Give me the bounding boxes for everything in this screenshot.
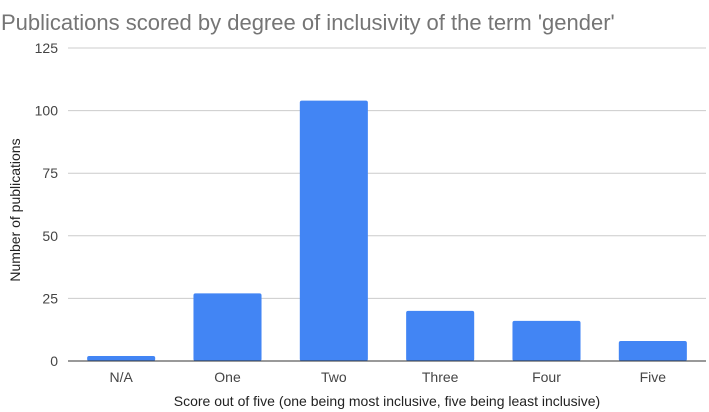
y-tick-label: 25	[42, 290, 58, 306]
y-axis-title: Number of publications	[7, 138, 23, 281]
y-tick-label: 50	[42, 228, 58, 244]
x-tick-label: One	[214, 369, 241, 385]
x-tick-label: Three	[422, 369, 459, 385]
x-tick-label: Two	[321, 369, 347, 385]
bar-two	[299, 100, 368, 362]
bar-four	[512, 320, 581, 361]
bar-five	[618, 340, 687, 361]
bar-one	[193, 293, 262, 361]
x-tick-label: Five	[640, 369, 667, 385]
x-tick-label: N/A	[109, 369, 133, 385]
y-tick-label: 100	[35, 103, 59, 119]
bar-three	[406, 310, 475, 361]
y-tick-label: 125	[35, 40, 59, 56]
y-tick-label: 0	[50, 353, 58, 369]
gridlines	[68, 47, 706, 299]
x-axis-ticks: N/A One Two Three Four Five	[109, 369, 666, 385]
y-axis-ticks: 0 25 50 75 100 125	[35, 40, 59, 369]
bars	[87, 100, 687, 362]
x-axis-title: Score out of five (one being most inclus…	[174, 393, 600, 409]
y-tick-label: 75	[42, 165, 58, 181]
bar-n-a	[87, 355, 156, 361]
x-tick-label: Four	[532, 369, 561, 385]
chart-title: Publications scored by degree of inclusi…	[1, 10, 615, 35]
